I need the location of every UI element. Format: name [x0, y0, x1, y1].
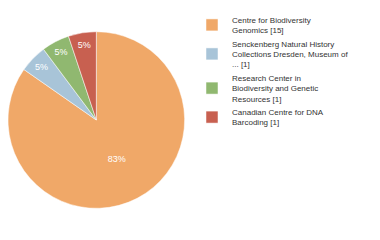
- svg-text:5%: 5%: [55, 47, 68, 57]
- svg-text:Centre for BiodiversityGenomic: Centre for BiodiversityGenomics [15]: [232, 16, 311, 35]
- svg-text:Canadian Centre for DNABarcodi: Canadian Centre for DNABarcoding [1]: [232, 108, 324, 127]
- svg-text:5%: 5%: [78, 40, 91, 50]
- svg-text:83%: 83%: [108, 154, 126, 164]
- svg-text:5%: 5%: [35, 62, 48, 72]
- svg-text:Research Center inBiodiversity: Research Center inBiodiversity and Genet…: [232, 74, 318, 104]
- svg-text:Senckenberg Natural HistoryCol: Senckenberg Natural HistoryCollections D…: [232, 40, 348, 70]
